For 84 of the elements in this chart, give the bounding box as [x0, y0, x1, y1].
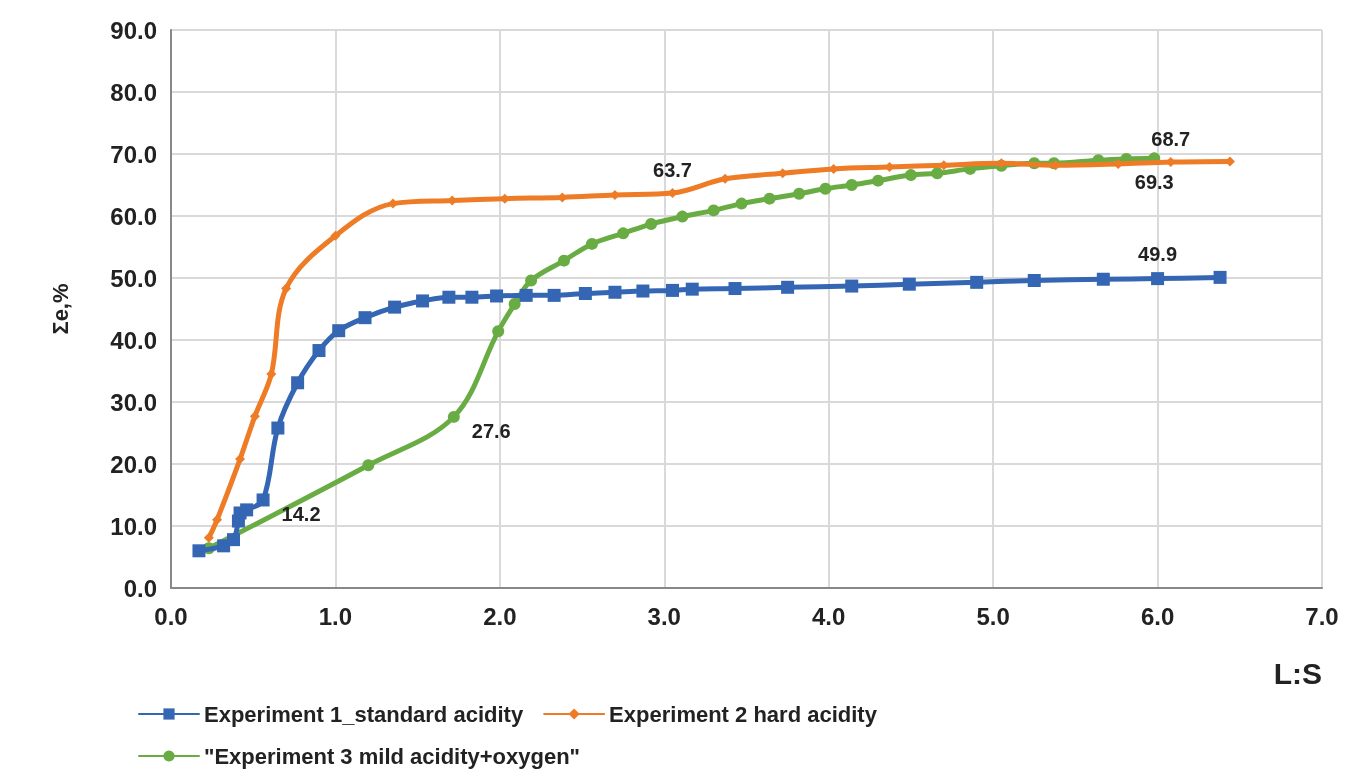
x-tick-label: 1.0 [318, 602, 353, 630]
x-axis-title: L:S [1273, 656, 1322, 690]
point [332, 324, 346, 338]
point [902, 277, 916, 291]
point [387, 198, 398, 209]
point [291, 376, 305, 390]
point [763, 192, 776, 205]
legend-label: Experiment 1_standard acidity [204, 701, 524, 727]
point [226, 533, 240, 547]
x-tick-label: 4.0 [812, 602, 846, 630]
point [1027, 273, 1041, 287]
y-axis-title: Σe,% [47, 283, 73, 335]
point [819, 182, 832, 195]
point [1213, 270, 1227, 284]
point [240, 503, 254, 517]
point [666, 283, 680, 297]
point [578, 287, 592, 300]
y-tick-label: 50.0 [110, 264, 157, 292]
point [617, 227, 630, 240]
point [416, 294, 430, 308]
legend-label: "Experiment 3 mild acidity+oxygen" [204, 743, 581, 769]
point [636, 284, 650, 298]
point [281, 283, 292, 294]
point [707, 204, 720, 217]
data-label: 68.7 [1151, 128, 1191, 151]
point [547, 288, 561, 302]
point [904, 169, 917, 182]
legend-label: Experiment 2 hard acidity [609, 701, 878, 727]
point [728, 282, 742, 296]
point [330, 230, 341, 241]
data-label: 14.2 [281, 502, 321, 525]
point [735, 197, 748, 210]
point [362, 459, 375, 472]
x-tick-label: 0.0 [154, 602, 188, 630]
point [271, 421, 285, 435]
point [845, 279, 859, 293]
point [525, 274, 538, 287]
point [465, 290, 479, 304]
point [585, 237, 598, 250]
point [490, 289, 504, 303]
point [212, 514, 223, 525]
y-tick-label: 40.0 [110, 326, 157, 354]
x-tick-label: 2.0 [483, 602, 517, 630]
data-label: 63.7 [653, 159, 692, 182]
y-tick-label: 80.0 [110, 78, 157, 106]
point [676, 210, 689, 223]
point [931, 167, 944, 180]
x-tick-label: 3.0 [647, 602, 681, 630]
point [447, 410, 460, 423]
y-tick-label: 0.0 [123, 574, 157, 602]
point [519, 288, 533, 302]
data-label: 27.6 [471, 419, 511, 442]
point [203, 532, 214, 543]
point [249, 411, 260, 422]
y-tick-label: 10.0 [110, 512, 157, 540]
y-tick-label: 90.0 [110, 16, 157, 44]
point [685, 282, 699, 296]
y-tick-label: 60.0 [110, 202, 157, 230]
point [558, 254, 570, 267]
x-tick-label: 5.0 [976, 602, 1010, 630]
point [645, 218, 658, 231]
point [793, 187, 806, 200]
point [1151, 272, 1165, 286]
point [358, 311, 372, 325]
point [845, 179, 858, 191]
data-label: 49.9 [1138, 243, 1178, 266]
point [970, 275, 984, 289]
point [312, 344, 326, 358]
data-label: 69.3 [1134, 171, 1174, 194]
y-tick-label: 20.0 [110, 450, 157, 478]
point [872, 174, 885, 187]
point [442, 290, 456, 304]
x-tick-label: 7.0 [1305, 602, 1339, 630]
point [608, 285, 622, 299]
point [388, 300, 402, 314]
y-tick-label: 70.0 [110, 140, 157, 168]
point [492, 325, 505, 338]
y-tick-label: 30.0 [110, 388, 157, 416]
point [781, 280, 795, 294]
point [508, 298, 521, 311]
point [1096, 272, 1110, 286]
point [256, 493, 270, 507]
x-tick-label: 6.0 [1140, 602, 1175, 630]
point [192, 544, 206, 558]
